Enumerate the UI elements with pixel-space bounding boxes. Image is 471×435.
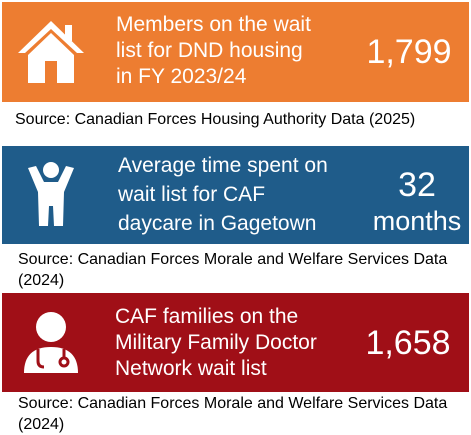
house-icon xyxy=(18,21,84,83)
panel-title: Members on the wait list for DND housing… xyxy=(116,12,311,90)
title-line: Average time spent on xyxy=(118,154,328,177)
panel-title: CAF families on the Military Family Doct… xyxy=(115,304,317,382)
panel-title: Average time spent on wait list for CAF … xyxy=(118,151,328,238)
title-line: in FY 2023/24 xyxy=(116,65,247,88)
doctor-icon xyxy=(24,312,78,373)
child-icon xyxy=(28,162,74,226)
title-line: daycare in Gagetown xyxy=(118,212,317,235)
doctor-panel: CAF families on the Military Family Doct… xyxy=(2,293,469,392)
title-line: wait list for CAF xyxy=(118,183,266,206)
source-note: Source: Canadian Forces Morale and Welfa… xyxy=(18,251,448,289)
title-line: Network wait list xyxy=(115,357,267,380)
panel-unit: months xyxy=(372,206,462,236)
daycare-panel: Average time spent on wait list for CAF … xyxy=(2,146,469,244)
panel-value: 32 xyxy=(398,166,436,204)
source-note: Source: Canadian Forces Housing Authorit… xyxy=(15,111,416,128)
title-line: CAF families on the xyxy=(115,305,299,328)
source-note: Source: Canadian Forces Morale and Welfa… xyxy=(18,395,448,433)
title-line: list for DND housing xyxy=(116,39,303,62)
housing-panel: Members on the wait list for DND housing… xyxy=(2,2,469,102)
title-line: Members on the wait xyxy=(116,13,311,36)
panel-value: 1,799 xyxy=(366,33,452,71)
panel-value: 1,658 xyxy=(365,324,451,362)
title-line: Military Family Doctor xyxy=(115,331,317,354)
